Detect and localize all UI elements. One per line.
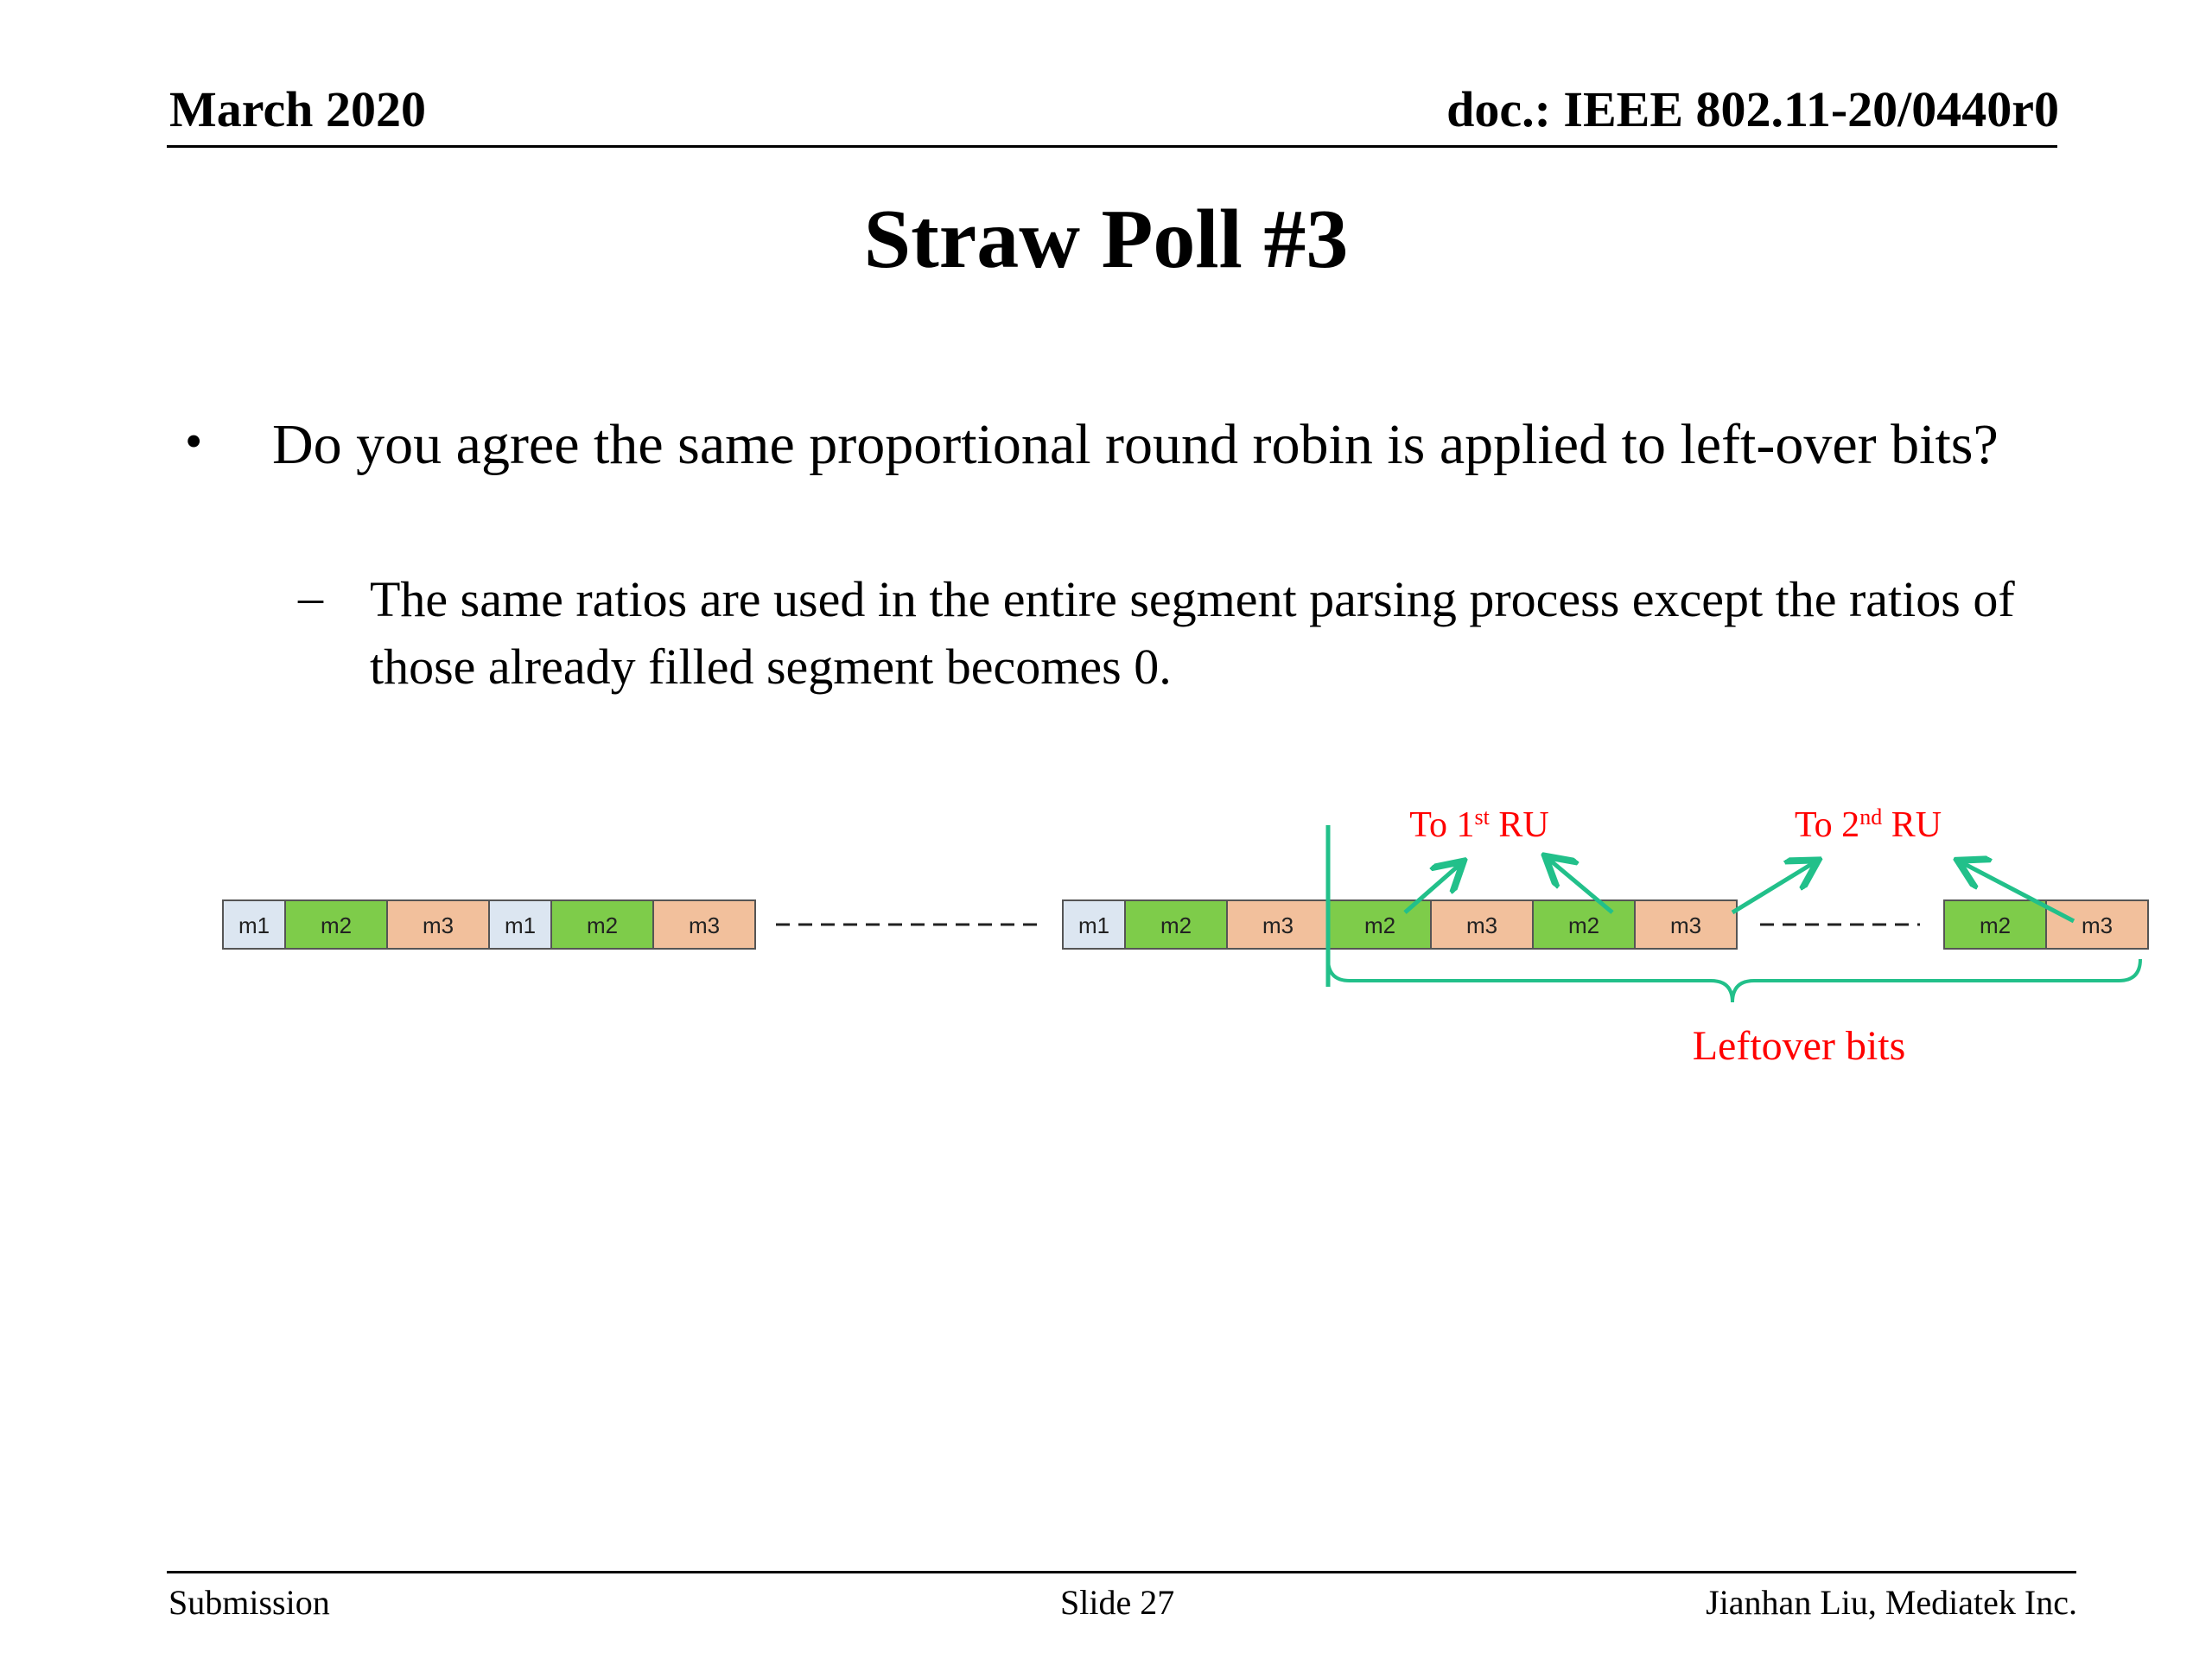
segment-m3-label: m3 — [1262, 912, 1294, 938]
header-rule — [167, 145, 2057, 148]
segment-m2-label: m2 — [1568, 912, 1599, 938]
arrow-to-second-ru — [1961, 862, 2075, 924]
leftover-brace — [1326, 958, 2142, 1003]
segment-m2-box — [284, 899, 388, 950]
segment-m3-label: m3 — [1466, 912, 1497, 938]
sub-bullet-text: The same ratios are used in the entire s… — [370, 571, 2015, 695]
footer-author: Jianhan Liu, Mediatek Inc. — [1706, 1583, 2077, 1622]
segment-m2-label: m2 — [587, 912, 618, 938]
segment-m3-box — [652, 899, 756, 950]
segment-m1-label: m1 — [1078, 912, 1109, 938]
segment-m3-box — [386, 899, 490, 950]
sub-bullet-marker: – — [298, 569, 323, 625]
segment-m2-label: m2 — [321, 912, 352, 938]
segment-m2-box — [1532, 899, 1636, 950]
segment-m2-label: m2 — [1980, 912, 2011, 938]
leftover-bits-label: Leftover bits — [1693, 1023, 1906, 1069]
arrow-to-first-ru — [1548, 859, 1614, 914]
segment-m3-box — [1430, 899, 1534, 950]
segment-m2-label: m2 — [1364, 912, 1395, 938]
arrow-to-second-ru — [1731, 862, 1815, 915]
segment-m3-box — [1226, 899, 1330, 950]
segment-m3-box — [2045, 899, 2149, 950]
segment-m1-box — [222, 899, 286, 950]
segment-m3-label: m3 — [423, 912, 454, 938]
to-first-ru-label: To 1st RU — [1409, 804, 1548, 845]
segment-m2-label: m2 — [1160, 912, 1192, 938]
segment-m1-label: m1 — [505, 912, 536, 938]
segment-m2-box — [1943, 899, 2047, 950]
footer-slide-number: Slide 27 — [1060, 1583, 1175, 1622]
bullet-text: Do you agree the same proportional round… — [272, 413, 1999, 476]
segment-m3-label: m3 — [1670, 912, 1701, 938]
segment-m3-label: m3 — [2082, 912, 2113, 938]
footer-rule — [167, 1571, 2076, 1573]
slide-title: Straw Poll #3 — [863, 193, 1349, 286]
segment-m1-box — [488, 899, 552, 950]
segment-m1-label: m1 — [238, 912, 270, 938]
header-date: March 2020 — [169, 81, 426, 137]
segment-m3-label: m3 — [689, 912, 720, 938]
footer-submission: Submission — [168, 1583, 330, 1622]
segment-m1-box — [1062, 899, 1126, 950]
to-second-ru-label: To 2nd RU — [1795, 804, 1942, 845]
bullet-marker: • — [185, 413, 203, 469]
segment-m2-box — [550, 899, 654, 950]
header-doc-id: doc.: IEEE 802.11-20/0440r0 — [1446, 81, 2059, 137]
arrow-to-first-ru — [1403, 864, 1460, 914]
segment-m3-box — [1634, 899, 1738, 950]
segments-group: m1 m2 m3 m1 m2 m3 m1 m2 m3 m2 m3 m2 m3 m2 m3 — [222, 899, 2149, 950]
